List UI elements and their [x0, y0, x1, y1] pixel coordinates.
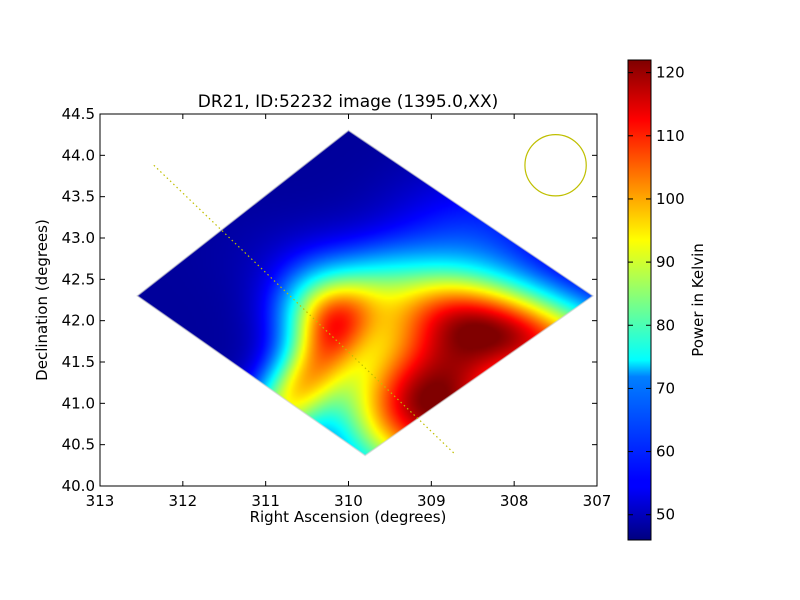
x-tick-label: 309: [417, 492, 446, 510]
colorbar-tick-label: 50: [656, 506, 675, 524]
x-tick-label: 308: [500, 492, 529, 510]
colorbar-tick-label: 120: [656, 64, 685, 82]
y-tick-label: 40.5: [62, 436, 95, 454]
y-axis: 40.0 40.5 41.0 41.5 42.0 42.5 43.0 43.5 44.0 44.5: [62, 105, 597, 495]
heatmap-raster: [137, 130, 593, 456]
heatmap-image: [137, 130, 593, 456]
cut-line: [153, 164, 455, 454]
colorbar-axis: 50 60 70 80 90 100 110 120: [628, 64, 685, 524]
x-tick-label: 307: [583, 492, 612, 510]
y-tick-label: 40.0: [62, 477, 95, 495]
y-tick-label: 44.0: [62, 146, 95, 164]
colorbar-tick-label: 60: [656, 443, 675, 461]
beam-circle: [524, 134, 587, 197]
colorbar-label: Power in Kelvin: [689, 243, 707, 357]
y-tick-label: 44.5: [62, 105, 95, 123]
y-tick-label: 42.0: [62, 312, 95, 330]
x-axis: 313 312 311 310 309 308 307: [86, 114, 612, 510]
x-tick-label: 313: [86, 492, 115, 510]
colorbar-tick-label: 110: [656, 127, 685, 145]
colorbar: [627, 59, 652, 541]
colorbar-tick-label: 70: [656, 379, 675, 397]
y-tick-label: 42.5: [62, 270, 95, 288]
mapped-region-edge: [136, 129, 595, 457]
colorbar-tick-label: 100: [656, 190, 685, 208]
y-tick-label: 43.0: [62, 229, 95, 247]
y-tick-label: 43.5: [62, 188, 95, 206]
colorbar-tick-label: 80: [656, 316, 675, 334]
y-tick-label: 41.0: [62, 394, 95, 412]
x-axis-label: Right Ascension (degrees): [250, 508, 447, 526]
y-tick-label: 41.5: [62, 353, 95, 371]
x-tick-label: 312: [169, 492, 198, 510]
x-tick-label: 311: [251, 492, 280, 510]
colorbar-tick-label: 90: [656, 253, 675, 271]
y-axis-label: Declination (degrees): [33, 219, 51, 381]
chart-title: DR21, ID:52232 image (1395.0,XX): [198, 92, 498, 112]
x-tick-label: 310: [334, 492, 363, 510]
